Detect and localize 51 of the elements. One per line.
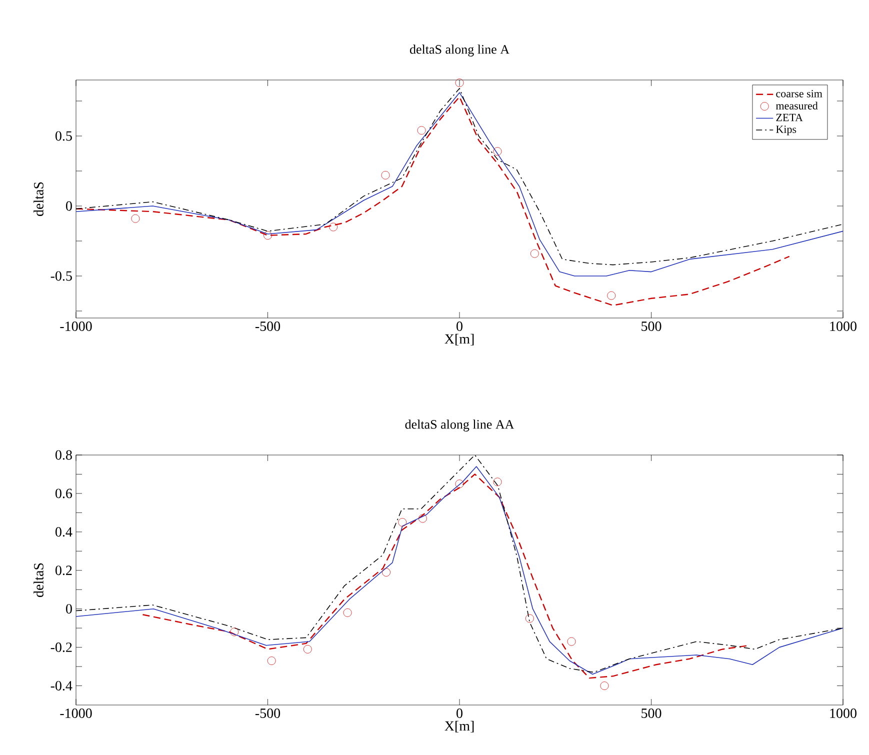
- y-tick-label: 0: [66, 604, 72, 614]
- x-tick-label: 1000: [830, 708, 856, 718]
- x-tick-label: -500: [255, 708, 280, 718]
- legend-label: coarse sim: [776, 90, 822, 98]
- point: [131, 214, 140, 223]
- chart-title: deltaS along line AA: [405, 420, 514, 432]
- legend-label: measured: [776, 102, 818, 110]
- y-tick-label: 0: [66, 201, 72, 211]
- point: [303, 645, 312, 654]
- x-tick-label: -500: [255, 322, 280, 331]
- x-tick-label: -1000: [60, 708, 92, 718]
- legend-label: Kips: [776, 126, 796, 136]
- point: [525, 614, 534, 623]
- point: [381, 170, 390, 180]
- y-axis-title: deltaS: [34, 182, 44, 216]
- x-axis-title: X[m]: [444, 334, 474, 346]
- x-tick-label: 0: [456, 322, 462, 331]
- point: [267, 656, 276, 665]
- x-tick-label: 500: [642, 708, 662, 718]
- point: [600, 682, 609, 690]
- x-tick-label: 1000: [830, 322, 856, 331]
- x-tick-label: -1000: [60, 322, 92, 331]
- x-tick-label: 0: [456, 708, 462, 718]
- point: [329, 222, 338, 232]
- point: [418, 514, 427, 523]
- y-tick-label: 0.8: [56, 450, 72, 460]
- point: [230, 628, 239, 636]
- x-axis-title: X[m]: [444, 720, 474, 732]
- x-tick-label: 500: [642, 322, 662, 331]
- y-tick-label: -0.5: [50, 271, 72, 281]
- y-tick-label: 0.4: [56, 527, 72, 537]
- point: [493, 147, 502, 156]
- point: [343, 608, 352, 617]
- point: [264, 231, 272, 240]
- point: [398, 518, 407, 527]
- y-tick-label: -0.4: [50, 681, 72, 691]
- y-tick-label: 0.6: [56, 488, 72, 498]
- point: [455, 480, 464, 488]
- y-axis-title: deltaS: [34, 563, 44, 597]
- point: [607, 291, 616, 300]
- point: [567, 637, 576, 646]
- y-tick-label: 0.5: [56, 131, 72, 141]
- legend-label: ZETA: [776, 114, 803, 122]
- point: [417, 126, 426, 135]
- y-tick-label: 0.2: [56, 566, 72, 576]
- point: [382, 568, 390, 577]
- y-tick-label: -0.2: [50, 642, 72, 652]
- point: [493, 478, 502, 486]
- point: [530, 249, 539, 258]
- chart-title: deltaS along line A: [410, 44, 510, 56]
- point: [455, 78, 464, 87]
